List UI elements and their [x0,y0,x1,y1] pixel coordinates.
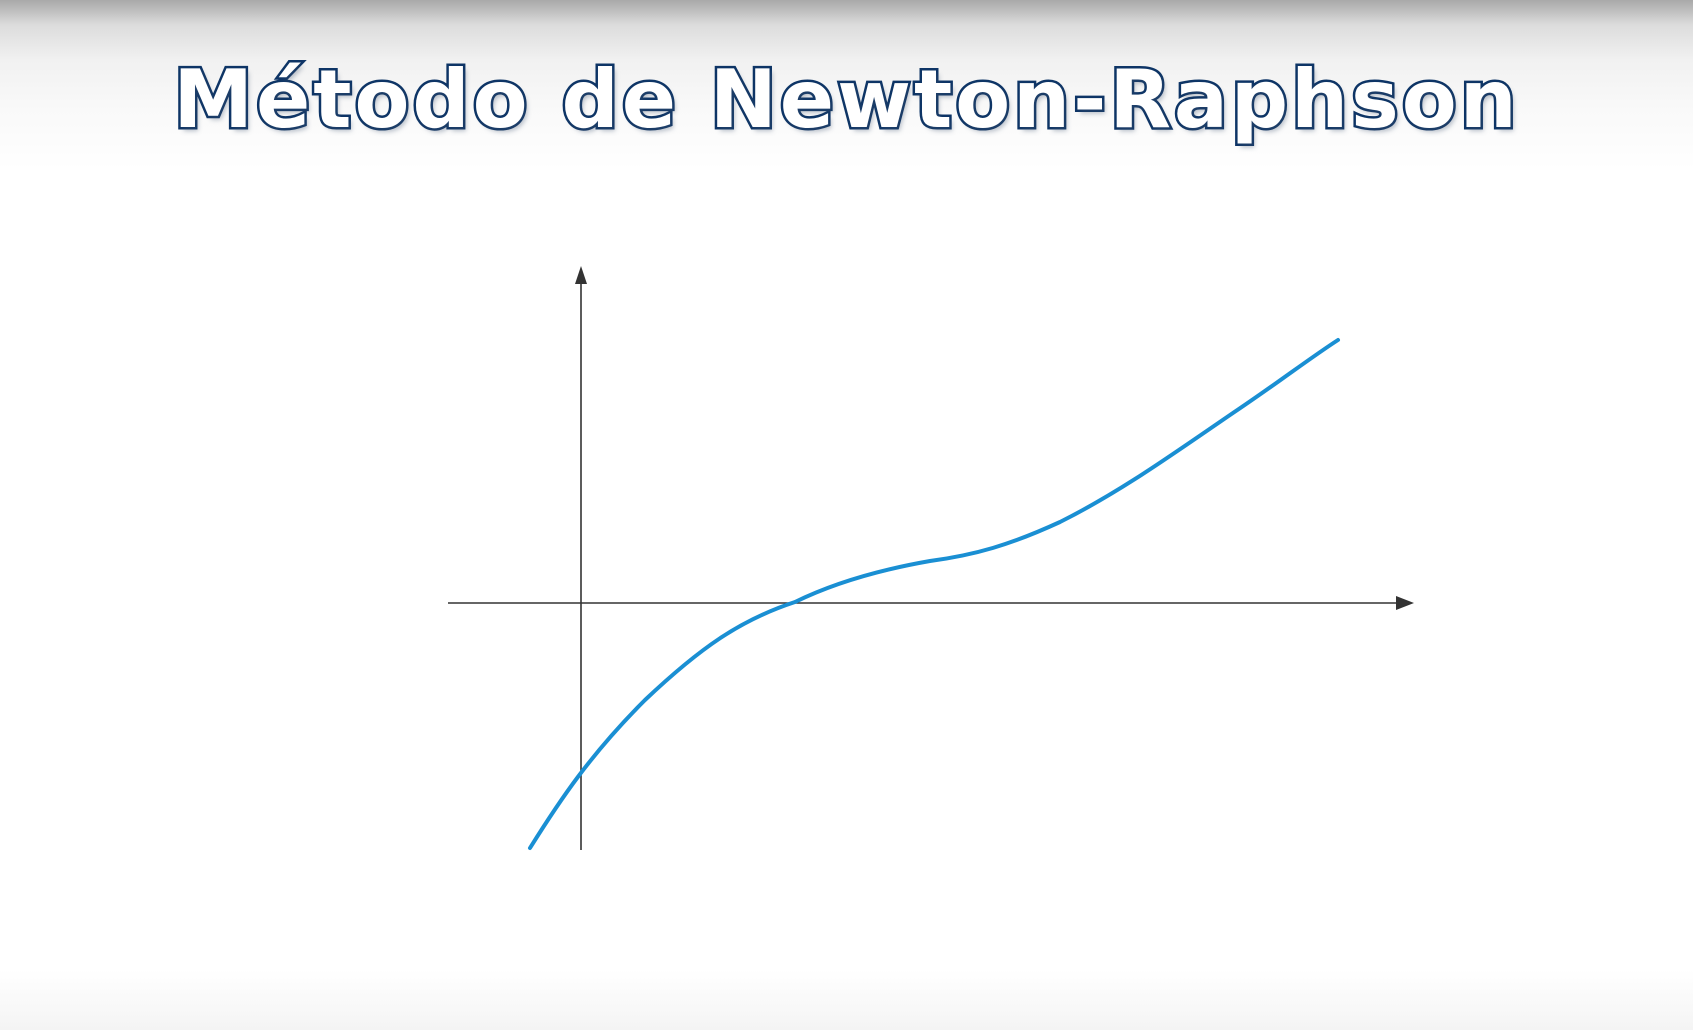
slide-title: Método de Newton-Raphson [171,51,1520,149]
bottom-fade [0,970,1693,1030]
y-axis-arrow-icon [575,266,587,284]
x-axis-arrow-icon [1396,596,1414,610]
function-curve [528,338,1340,850]
